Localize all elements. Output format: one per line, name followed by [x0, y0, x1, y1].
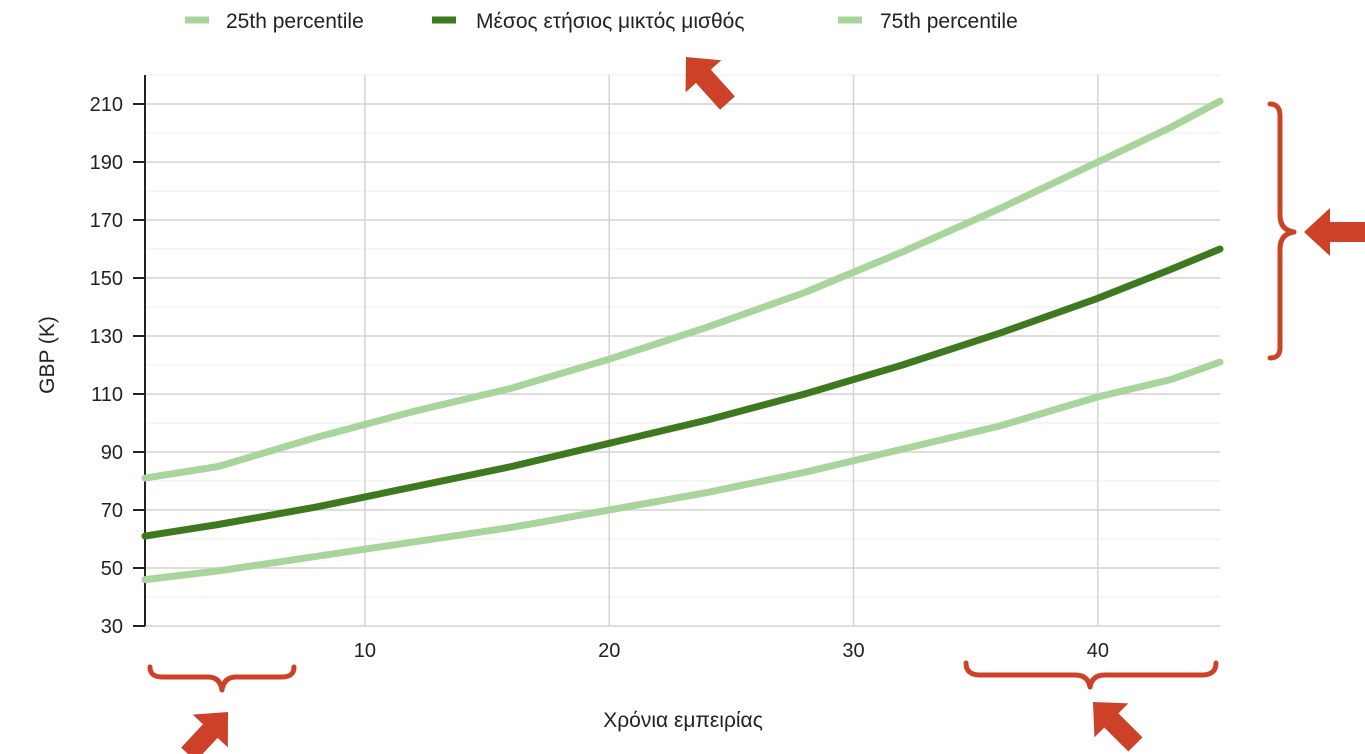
axes: 30 50 70 90 110 130 150 170 190 210 10 20 30 40 — [90, 75, 1109, 662]
legend: 25th percentile Μέσος ετήσιος μικτός μισθ… — [185, 10, 1018, 33]
x-end-brace — [963, 660, 1219, 690]
legend-arrow-icon — [685, 57, 735, 110]
right-range-brace — [1267, 101, 1297, 361]
y-tick-label: 130 — [90, 326, 123, 348]
y-tick-label: 110 — [91, 384, 123, 406]
x-start-brace — [147, 664, 297, 693]
x-tick-label: 20 — [598, 640, 620, 662]
x-tick-label: 40 — [1087, 640, 1109, 662]
series-lines — [141, 97, 1224, 584]
series-line-2 — [141, 97, 1224, 482]
bottom-left-arrow-icon — [181, 712, 228, 754]
legend-label: 25th percentile — [226, 10, 364, 33]
bottom-right-arrow-icon — [1093, 702, 1143, 752]
legend-label: 75th percentile — [880, 10, 1018, 33]
y-tick-label: 210 — [90, 94, 123, 116]
right-arrow-icon — [1304, 208, 1365, 256]
x-tick-label: 10 — [354, 640, 376, 662]
y-tick-label: 150 — [90, 268, 123, 290]
y-tick-label: 30 — [101, 616, 123, 638]
x-axis-title: Χρόνια εμπειρίας — [603, 709, 763, 732]
y-tick-label: 170 — [90, 210, 123, 232]
y-axis-title: GBP (K) — [36, 316, 59, 394]
y-tick-label: 50 — [101, 558, 123, 580]
y-tick-label: 190 — [90, 152, 123, 174]
series-line-0 — [141, 358, 1224, 584]
x-tick-label: 30 — [842, 640, 864, 662]
legend-label: Μέσος ετήσιος μικτός μισθός — [476, 10, 744, 33]
y-tick-label: 70 — [101, 500, 123, 522]
annotations — [147, 57, 1365, 754]
grid — [145, 74, 1220, 627]
series-line-1 — [141, 245, 1224, 540]
y-tick-label: 90 — [101, 442, 123, 464]
